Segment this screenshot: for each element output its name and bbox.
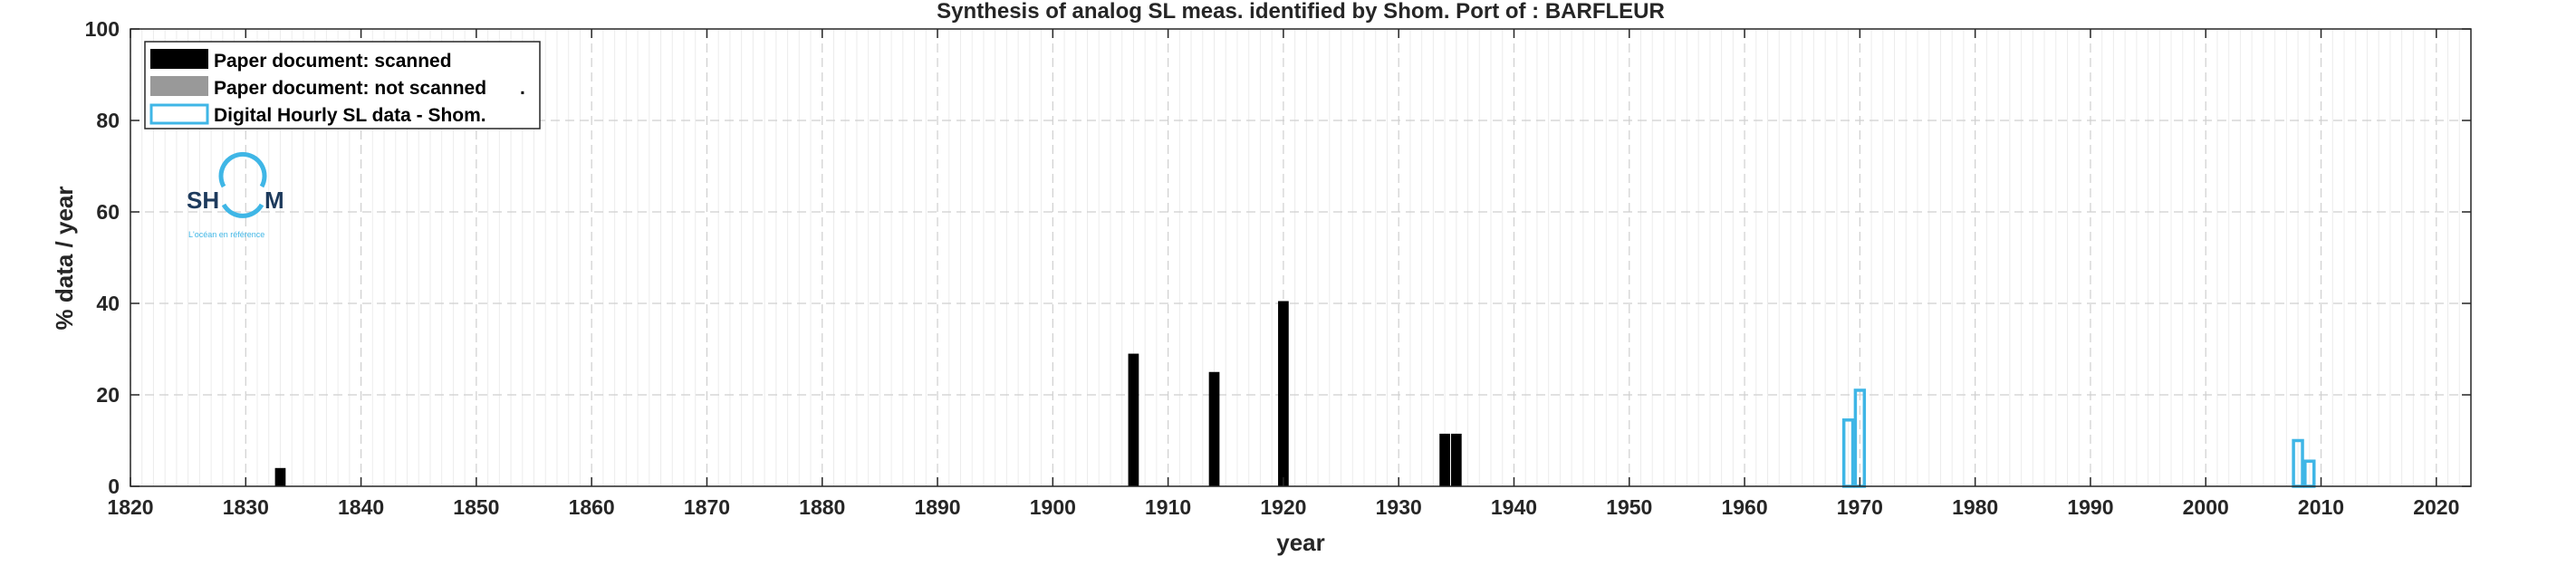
y-tick-label: 60 xyxy=(96,200,120,224)
legend-swatch-not-scanned xyxy=(150,76,208,96)
legend-label-not-scanned: Paper document: not scanned xyxy=(214,78,486,99)
y-tick-label: 0 xyxy=(108,475,120,498)
logo-text-left: SH xyxy=(187,187,219,214)
legend-swatch-scanned xyxy=(150,49,208,69)
logo-ring-icon xyxy=(218,151,267,188)
x-tick-label: 1960 xyxy=(1721,495,1767,519)
legend-label-digital: Digital Hourly SL data - Shom. xyxy=(214,105,486,126)
x-tick-label: 1840 xyxy=(338,495,384,519)
minor-grid xyxy=(141,29,2460,486)
bar-scanned xyxy=(1450,433,1462,486)
bar-scanned xyxy=(1208,371,1220,486)
x-tick-labels: 1820 1830 1840 1850 1860 1870 1880 1890 1900 1910… xyxy=(107,495,2459,519)
logo-tagline: L'océan en référence xyxy=(188,230,264,239)
legend-box xyxy=(144,41,541,130)
legend-dot: . xyxy=(520,78,525,99)
logo-ring-bottom-icon xyxy=(221,203,264,218)
y-tick-label: 80 xyxy=(96,109,120,132)
x-tick-label: 2010 xyxy=(2298,495,2344,519)
x-tick-label: 1950 xyxy=(1606,495,1652,519)
x-tick-label: 1850 xyxy=(453,495,499,519)
x-tick-label: 1890 xyxy=(914,495,960,519)
x-tick-label: 1820 xyxy=(107,495,153,519)
x-tick-label: 2000 xyxy=(2183,495,2229,519)
x-tick-label: 1920 xyxy=(1260,495,1306,519)
x-tick-label: 2020 xyxy=(2413,495,2459,519)
bar-scanned xyxy=(1128,353,1139,486)
x-tick-label: 1880 xyxy=(799,495,845,519)
legend: Paper document: scanned Paper document: … xyxy=(144,41,541,130)
x-tick-label: 1930 xyxy=(1376,495,1422,519)
x-tick-label: 1900 xyxy=(1030,495,1076,519)
bar-scanned xyxy=(1278,301,1289,486)
x-tick-label: 1860 xyxy=(569,495,615,519)
bar-scanned xyxy=(274,467,286,486)
chart-title: Synthesis of analog SL meas. identified … xyxy=(937,0,1665,24)
x-tick-label: 1870 xyxy=(684,495,730,519)
y-tick-label: 20 xyxy=(96,383,120,407)
x-tick-label: 1910 xyxy=(1145,495,1191,519)
x-tick-label: 1970 xyxy=(1837,495,1883,519)
legend-label-scanned: Paper document: scanned xyxy=(214,51,452,72)
y-axis-label: % data / year xyxy=(51,187,78,331)
x-tick-label: 1990 xyxy=(2067,495,2113,519)
x-tick-label: 1980 xyxy=(1952,495,1998,519)
logo-text-right: M xyxy=(264,187,284,214)
ticks xyxy=(130,28,2471,487)
x-axis-label: year xyxy=(1276,529,1325,556)
legend-swatch-digital xyxy=(149,103,209,125)
y-tick-labels: 0 20 40 60 80 100 xyxy=(85,17,120,498)
shom-logo: SH M L'océan en référence xyxy=(187,151,284,239)
axes-frame xyxy=(130,28,2472,487)
y-tick-label: 40 xyxy=(96,292,120,315)
x-tick-label: 1830 xyxy=(223,495,269,519)
x-tick-label: 1940 xyxy=(1491,495,1537,519)
bar-scanned xyxy=(1439,433,1450,486)
y-tick-label: 100 xyxy=(85,17,120,41)
